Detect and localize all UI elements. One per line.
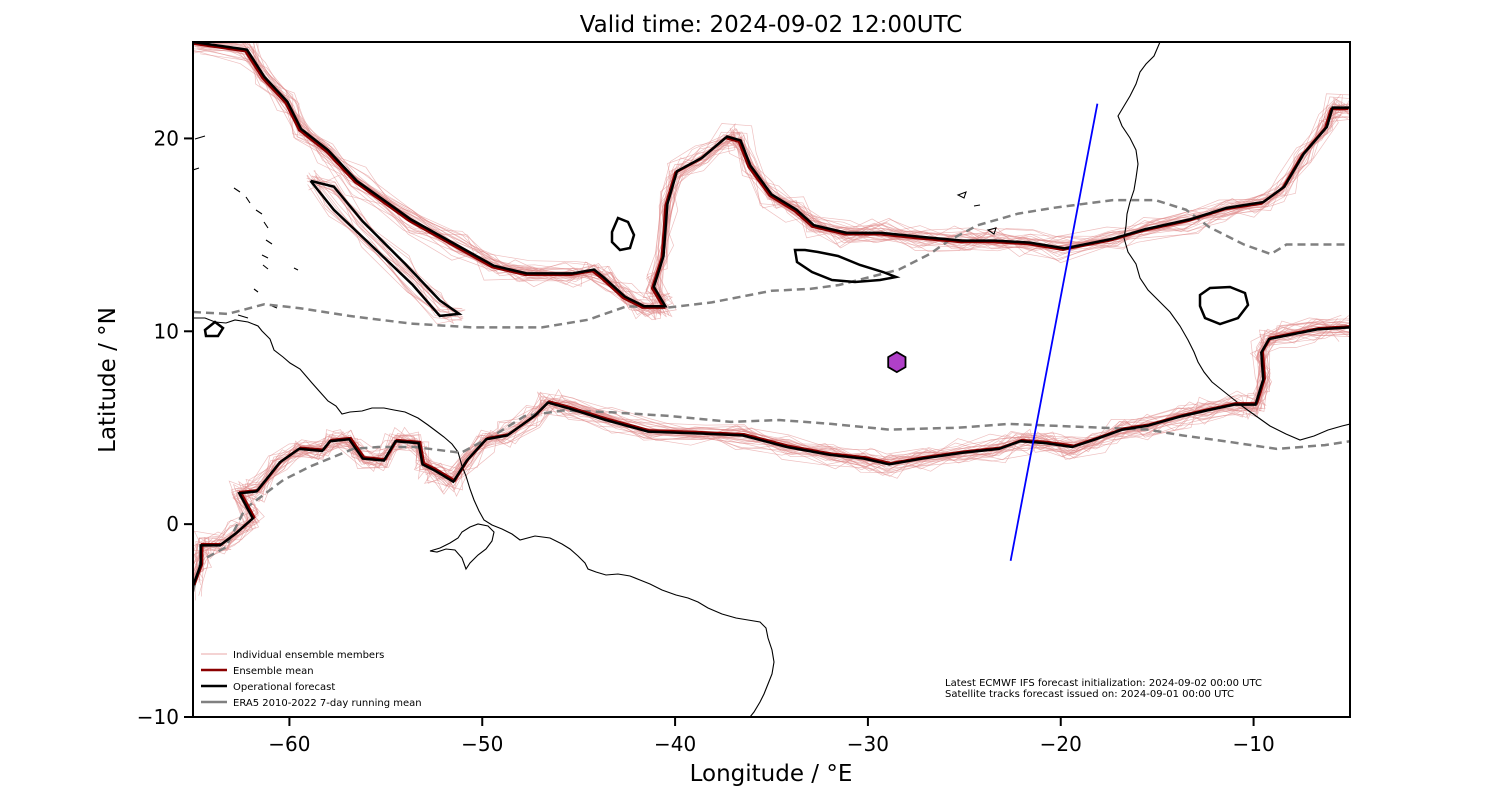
coastline-layer xyxy=(193,42,1350,717)
coastline-islands xyxy=(193,135,299,319)
legend-label-ensemble-mean: Ensemble mean xyxy=(233,666,314,677)
legend-label-operational: Operational forecast xyxy=(233,682,335,693)
era5-climatology-south xyxy=(193,409,1350,592)
forecast-init-note: Latest ECMWF IFS forecast initialization… xyxy=(945,678,1262,689)
legend: Individual ensemble members Ensemble mea… xyxy=(201,650,422,709)
operational-forecast-north-island xyxy=(309,179,463,318)
ensemble-member-line xyxy=(306,174,463,311)
chart-title: Valid time: 2024-09-02 12:00UTC xyxy=(580,12,963,38)
ensemble-member-line xyxy=(314,174,463,321)
x-tick-label: −60 xyxy=(268,732,310,756)
hexagon-marker xyxy=(887,351,907,374)
operational-forecast-north xyxy=(193,42,1350,308)
coastline-cape-verde xyxy=(956,191,997,235)
ensemble-member-line xyxy=(210,42,1342,318)
ensemble-member-line xyxy=(193,323,1350,597)
operational-forecast-south xyxy=(193,326,1350,587)
coastline-south-america xyxy=(193,317,775,717)
operational-forecast-blob-africa xyxy=(1198,285,1250,326)
operational-forecast-blob-west xyxy=(203,320,225,338)
x-tick-label: −40 xyxy=(654,732,696,756)
y-tick-label: 0 xyxy=(166,512,179,536)
plot-area xyxy=(193,42,1350,717)
map-content xyxy=(193,42,1350,717)
satellite-track xyxy=(1009,103,1099,561)
y-tick-label: −10 xyxy=(137,705,179,729)
era5-climatology-north xyxy=(193,198,1350,329)
operational-forecast-blob-east xyxy=(793,248,901,284)
legend-label-members: Individual ensemble members xyxy=(233,650,384,661)
x-tick-label: −10 xyxy=(1232,732,1274,756)
legend-label-climatology: ERA5 2010-2022 7-day running mean xyxy=(233,698,422,709)
x-axis-label: Longitude / °E xyxy=(690,761,853,787)
x-tick-label: −50 xyxy=(461,732,503,756)
ensemble-member-line xyxy=(200,46,1349,321)
ensemble-member-line xyxy=(193,317,1350,576)
y-tick-label: 10 xyxy=(154,319,179,343)
coastline-caribbean-island xyxy=(429,523,495,571)
satellite-issue-note: Satellite tracks forecast issued on: 202… xyxy=(945,689,1234,700)
axis-ticks: −60 −50 −40 −30 −20 −10 −10 0 10 20 xyxy=(137,126,1275,756)
ensemble-member-line xyxy=(225,42,1350,314)
x-tick-label: −30 xyxy=(847,732,889,756)
ensemble-member-line xyxy=(193,329,1350,572)
x-tick-label: −20 xyxy=(1040,732,1082,756)
coastline-africa xyxy=(1117,42,1350,441)
operational-forecast-blob-central xyxy=(610,216,636,252)
axes-frame xyxy=(192,41,1351,718)
y-axis-label: Latitude / °N xyxy=(95,307,121,453)
y-tick-label: 20 xyxy=(154,126,179,150)
